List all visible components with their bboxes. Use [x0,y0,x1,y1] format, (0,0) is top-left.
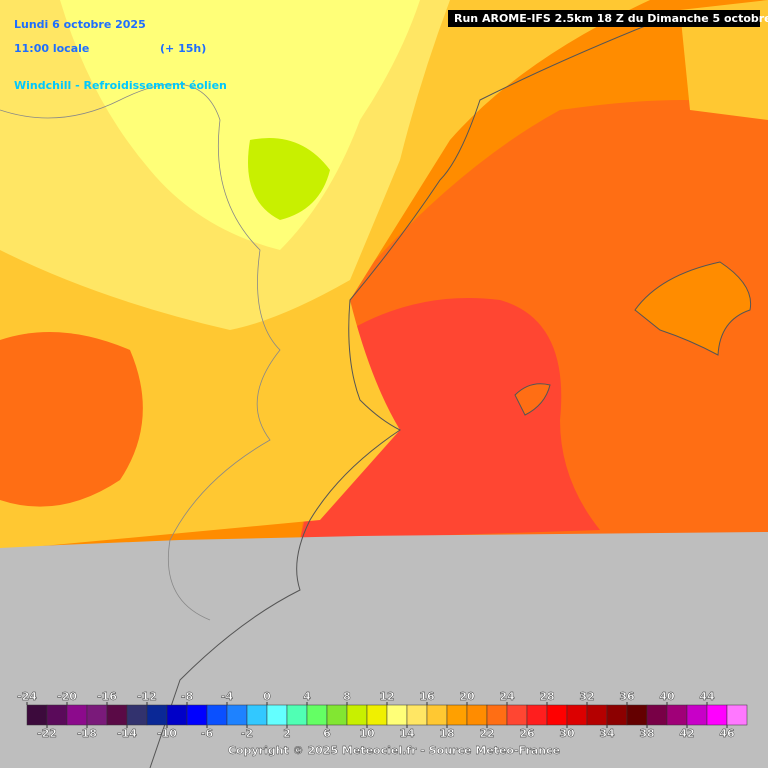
color-swatch [706,704,728,726]
tick-label: 14 [399,727,415,740]
sea-field [300,298,600,540]
color-swatch [526,704,548,726]
copyright: Copyright © 2025 Meteociel.fr - Source M… [228,744,560,757]
border [0,83,281,621]
color-swatch [346,704,368,726]
color-swatch [126,704,148,726]
color-swatch [26,704,48,726]
color-swatch [606,704,628,726]
color-swatch [246,704,268,726]
tick-label: 22 [479,727,494,740]
tick-label: 36 [619,690,635,703]
tick-label: -24 [17,690,37,703]
color-swatch [666,704,688,726]
color-swatch [226,704,248,726]
tick-label: 42 [679,727,694,740]
tick-label: 38 [639,727,654,740]
tick-label: 20 [459,690,475,703]
color-swatch [386,704,408,726]
color-swatch [406,704,428,726]
color-swatch [186,704,208,726]
color-swatch [506,704,528,726]
tick-label: 30 [559,727,575,740]
tick-label: 24 [499,690,515,703]
color-swatch [166,704,188,726]
tick-label: 0 [263,690,271,703]
sea-field [680,0,768,120]
color-swatch [106,704,128,726]
tick-label: 34 [599,727,615,740]
parameter-name: Windchill - Refroidissement éolien [14,79,227,92]
forecast-time: 11:00 locale [14,42,89,55]
tick-label: -2 [241,727,253,740]
color-swatch [646,704,668,726]
color-swatch [266,704,288,726]
tick-label: -14 [117,727,137,740]
run-info: Run AROME-IFS 2.5km 18 Z du Dimanche 5 o… [454,12,768,25]
color-swatch [366,704,388,726]
color-swatch [566,704,588,726]
tick-label: 28 [539,690,554,703]
color-swatch [466,704,488,726]
lead-time: (+ 15h) [160,42,206,55]
color-swatch [86,704,108,726]
tick-label: 6 [323,727,331,740]
tick-label: -20 [57,690,77,703]
color-swatch [686,704,708,726]
tick-label: 26 [519,727,535,740]
tick-label: -12 [137,690,157,703]
tick-label: -4 [221,690,234,703]
color-swatch [66,704,88,726]
color-swatch [626,704,648,726]
color-swatch [426,704,448,726]
tick-label: 2 [283,727,291,740]
tick-label: -18 [77,727,97,740]
land-field [60,0,420,250]
tick-label: 8 [343,690,351,703]
color-swatch [46,704,68,726]
tick-label: 40 [659,690,675,703]
tick-label: 46 [719,727,735,740]
color-swatch [206,704,228,726]
colorbar: -24-22-20-18-16-14-12-10-8-6-4-202468101… [17,690,748,740]
island [634,261,752,356]
tick-label: -10 [157,727,177,740]
color-swatch [306,704,328,726]
tick-label: 10 [359,727,375,740]
color-swatch [326,704,348,726]
tick-label: 12 [379,690,394,703]
color-swatch [286,704,308,726]
tick-label: 16 [419,690,435,703]
tick-label: 4 [303,690,311,703]
color-swatch [446,704,468,726]
island [514,383,551,416]
color-swatch [146,704,168,726]
color-swatch [486,704,508,726]
color-swatch [726,704,748,726]
forecast-date: Lundi 6 octobre 2025 [14,18,146,31]
tick-label: 44 [699,690,715,703]
land-field [0,332,143,507]
tick-label: -22 [37,727,57,740]
tick-label: -6 [201,727,214,740]
tick-label: -8 [181,690,193,703]
tick-label: -16 [97,690,117,703]
tick-label: 18 [439,727,454,740]
color-swatch [546,704,568,726]
land-field [248,138,330,220]
coastline [149,19,661,768]
tick-label: 32 [579,690,594,703]
color-swatch [586,704,608,726]
run-box [448,10,760,27]
